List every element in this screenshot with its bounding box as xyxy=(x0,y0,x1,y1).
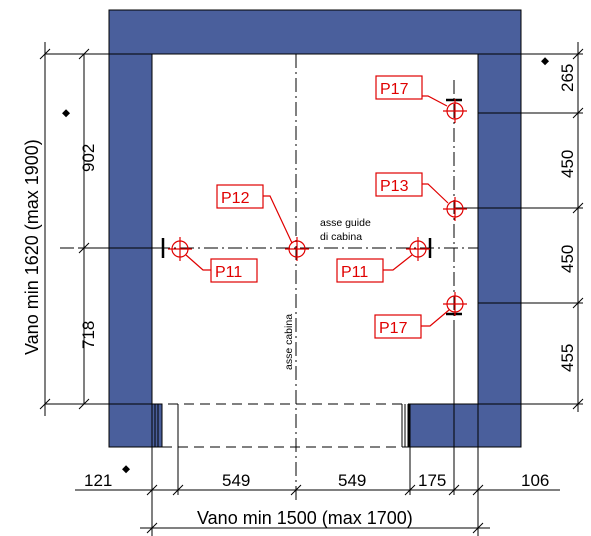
diamond-mark-bottom: ◆ xyxy=(122,463,131,475)
point-labels: P17 P13 P12 P11 P11 P17 xyxy=(210,75,423,339)
axes xyxy=(60,54,478,500)
diamond-mark-left: ◆ xyxy=(62,107,71,119)
diamond-mark-right: ◆ xyxy=(541,55,550,67)
right-dimensions xyxy=(454,42,584,412)
dim-right-450a: 450 xyxy=(558,150,577,178)
dim-bottom-175: 175 xyxy=(418,471,446,490)
point-label-p17-top: P17 xyxy=(380,81,409,98)
door-opening xyxy=(152,403,478,448)
dim-right-455: 455 xyxy=(558,344,577,372)
point-label-p11-right: P11 xyxy=(341,264,368,281)
point-label-p11-left: P11 xyxy=(215,264,242,281)
left-dimensions xyxy=(39,42,160,416)
dim-bottom-549b: 549 xyxy=(338,471,366,490)
guide-axis-label: asse guide xyxy=(320,217,371,229)
dim-bottom-121: 121 xyxy=(84,471,112,490)
point-label-p17-bottom: P17 xyxy=(379,320,408,337)
dim-bottom-106: 106 xyxy=(521,471,549,490)
dim-bottom-549a: 549 xyxy=(222,471,250,490)
point-label-p13: P13 xyxy=(380,178,409,195)
point-label-p12: P12 xyxy=(221,190,250,207)
car-axis-label: asse cabina xyxy=(283,314,295,370)
width-dimension-label: Vano min 1500 (max 1700) xyxy=(197,508,413,528)
wall-outline xyxy=(108,9,522,448)
height-dimension-label: Vano min 1620 (max 1900) xyxy=(22,139,42,355)
shaft-walls xyxy=(108,9,522,448)
dim-left-718: 718 xyxy=(79,321,98,349)
guide-axis-label-2: di cabina xyxy=(320,231,362,243)
dim-right-450b: 450 xyxy=(558,245,577,273)
dim-left-902: 902 xyxy=(79,144,98,172)
bottom-dimensions xyxy=(75,330,560,536)
point-markers xyxy=(168,95,467,327)
guide-rails xyxy=(161,98,462,316)
dim-right-265: 265 xyxy=(558,64,577,92)
